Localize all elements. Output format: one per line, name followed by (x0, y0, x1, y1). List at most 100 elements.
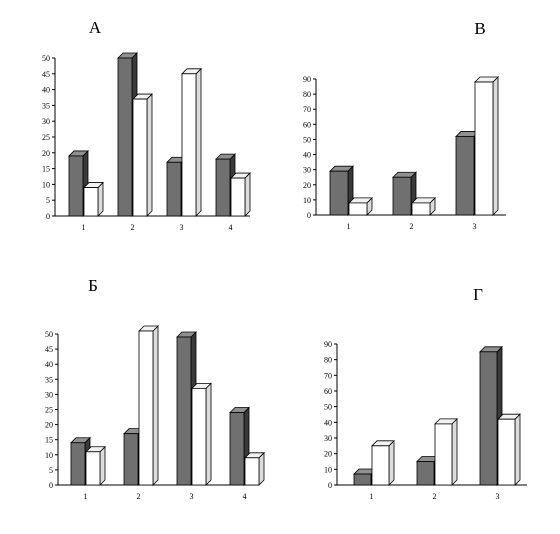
y-tick-label: 30 (324, 434, 332, 443)
chart-panel: А 0 5 10 15 20 25 30 35 40 45 50 1 2 3 4 (42, 18, 251, 232)
bar-front (230, 177, 246, 217)
y-tick-label: 15 (42, 165, 50, 174)
y-tick-label: 10 (45, 451, 53, 460)
y-tick-label: 70 (324, 371, 332, 380)
bar-front (85, 451, 101, 486)
bar-side (514, 413, 521, 486)
bar-side (244, 172, 251, 217)
y-tick-label: 80 (303, 90, 311, 99)
x-tick-label: 4 (243, 492, 247, 501)
x-tick-label: 2 (131, 223, 135, 232)
bar-series-1 (68, 149, 89, 217)
bar-front (353, 473, 372, 486)
bar-series-2 (191, 382, 212, 486)
y-tick-label: 30 (45, 390, 53, 399)
y-tick-label: 80 (324, 356, 332, 365)
y-tick-label: 40 (324, 418, 332, 427)
bar-front (166, 161, 182, 217)
x-tick-label: 1 (82, 223, 86, 232)
bar-front (434, 423, 453, 486)
x-tick-label: 1 (370, 492, 374, 501)
y-tick-label: 30 (42, 117, 50, 126)
x-tick-label: 2 (137, 492, 141, 501)
bar-front (117, 57, 133, 217)
bar-side (195, 67, 202, 217)
bar-front (348, 202, 368, 216)
bar-front (229, 412, 245, 486)
bar-front (497, 418, 516, 486)
bar-front (132, 98, 148, 217)
panel-label: В (474, 19, 485, 38)
panel-label: А (89, 18, 102, 37)
y-tick-label: 40 (42, 86, 50, 95)
bar-side (258, 451, 265, 486)
bar-side (146, 93, 153, 217)
x-tick-label: 4 (229, 223, 233, 232)
y-tick-label: 50 (42, 54, 50, 63)
y-tick-label: 15 (45, 436, 53, 445)
bar-front (123, 433, 139, 486)
y-tick-label: 50 (45, 330, 53, 339)
x-tick-label: 1 (347, 222, 351, 231)
bar-side (388, 439, 395, 486)
bar-front (392, 176, 412, 216)
y-tick-label: 0 (328, 481, 332, 490)
bar-front (215, 158, 231, 217)
y-tick-label: 25 (42, 133, 50, 142)
bar-front (68, 155, 84, 217)
bar-front (416, 461, 435, 486)
bar-series-2 (474, 76, 499, 216)
x-tick-label: 2 (410, 222, 414, 231)
x-tick-label: 1 (84, 492, 88, 501)
bar-series-2 (230, 172, 251, 217)
y-tick-label: 50 (303, 135, 311, 144)
bar-side (492, 76, 499, 216)
chart-panel: Г 0 10 20 30 40 50 60 70 80 90 1 2 3 (324, 285, 527, 501)
bar-series-2 (371, 439, 395, 486)
bar-front (411, 202, 431, 216)
bar-front (455, 136, 475, 216)
y-tick-label: 40 (45, 360, 53, 369)
y-tick-label: 0 (46, 212, 50, 221)
y-tick-label: 50 (324, 403, 332, 412)
bar-series-2 (132, 93, 153, 217)
y-tick-label: 45 (42, 70, 50, 79)
y-tick-label: 30 (303, 166, 311, 175)
bar-series-2 (181, 67, 202, 217)
y-tick-label: 45 (45, 345, 53, 354)
bar-front (479, 351, 498, 486)
y-tick-label: 20 (324, 450, 332, 459)
y-tick-label: 5 (49, 466, 53, 475)
panel-label: Б (88, 276, 98, 295)
y-tick-label: 90 (324, 340, 332, 349)
chart-panel: В 0 10 20 30 40 50 60 70 80 90 1 2 3 (303, 19, 506, 231)
chart-panel: Б 0 5 10 15 20 25 30 35 40 45 50 1 2 3 4 (45, 276, 265, 501)
y-tick-label: 35 (45, 375, 53, 384)
bar-series-2 (348, 196, 373, 216)
bar-series-2 (83, 181, 104, 217)
bar-front (83, 187, 99, 217)
bar-side (152, 325, 159, 486)
y-tick-label: 70 (303, 105, 311, 114)
y-tick-label: 10 (303, 196, 311, 205)
y-tick-label: 10 (42, 180, 50, 189)
y-tick-label: 20 (42, 149, 50, 158)
bar-series-2 (244, 451, 265, 486)
bar-front (181, 73, 197, 217)
bar-front (371, 445, 390, 486)
bar-series-2 (85, 445, 106, 486)
bar-front (191, 387, 207, 486)
y-tick-label: 20 (303, 181, 311, 190)
bar-front (138, 330, 154, 486)
y-tick-label: 20 (45, 421, 53, 430)
bar-series-2 (434, 417, 458, 486)
y-tick-label: 40 (303, 151, 311, 160)
bar-side (97, 181, 104, 217)
y-tick-label: 90 (303, 75, 311, 84)
x-tick-label: 2 (433, 492, 437, 501)
x-tick-label: 3 (180, 223, 184, 232)
y-tick-label: 35 (42, 101, 50, 110)
x-tick-label: 3 (473, 222, 477, 231)
y-tick-label: 0 (49, 481, 53, 490)
